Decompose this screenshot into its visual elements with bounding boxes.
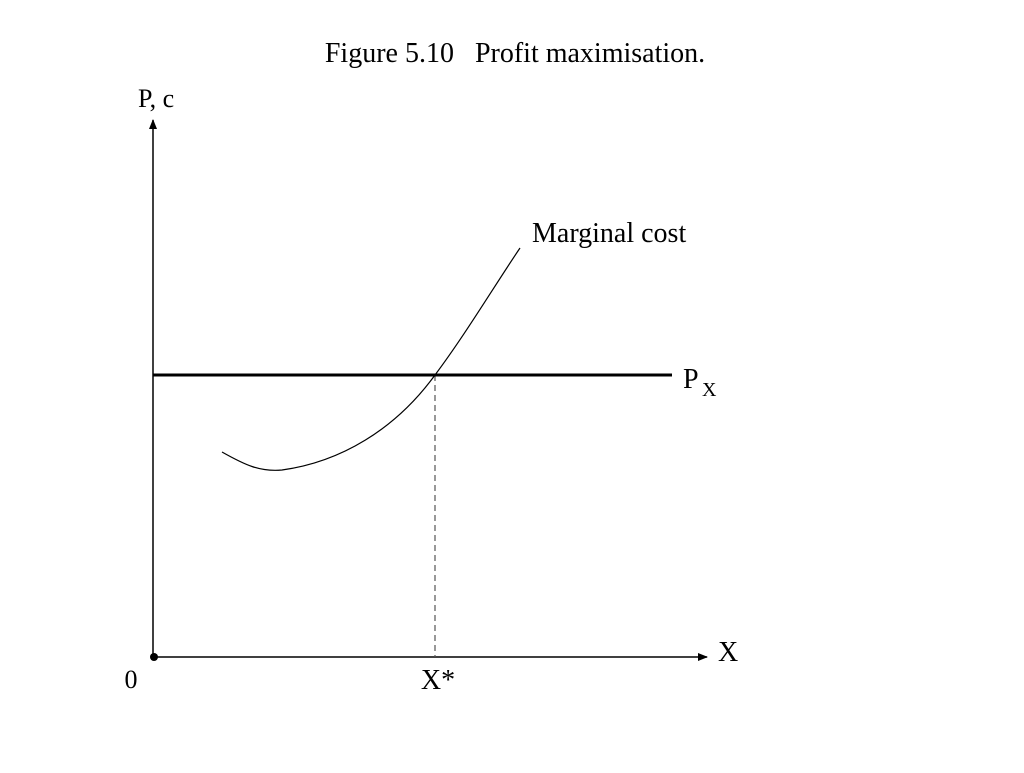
- x-star-label: X*: [421, 665, 455, 696]
- marginal-cost-curve: [221, 247, 521, 471]
- title: Figure 5.10 Profit maximisation.: [325, 38, 705, 69]
- price-label: P: [683, 364, 699, 395]
- marginal-cost-label: Marginal cost: [532, 218, 686, 249]
- price-label-subscript: X: [702, 379, 717, 401]
- y-axis-label: P, c: [138, 84, 174, 113]
- origin-label: 0: [125, 665, 138, 694]
- x-axis-label: X: [718, 637, 738, 668]
- origin-dot: [150, 653, 158, 661]
